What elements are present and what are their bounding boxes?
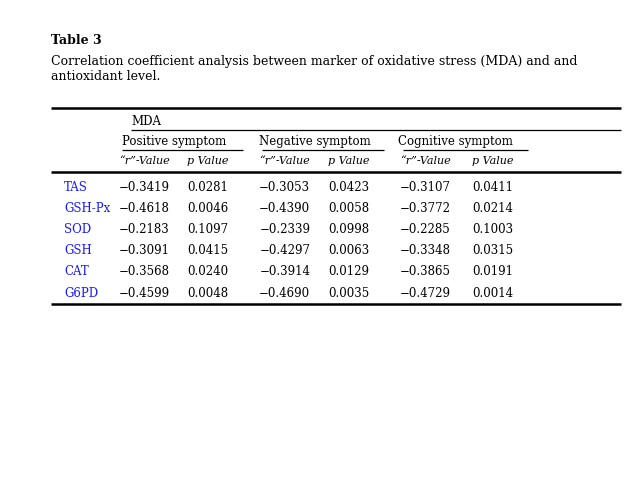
Text: CAT: CAT xyxy=(64,265,89,278)
Text: Negative symptom: Negative symptom xyxy=(259,135,371,148)
Text: −0.3772: −0.3772 xyxy=(400,202,451,215)
Text: −0.2183: −0.2183 xyxy=(118,223,170,236)
Text: “r”-Value: “r”-Value xyxy=(118,156,170,166)
Text: 0.0240: 0.0240 xyxy=(188,265,228,278)
Text: −0.3568: −0.3568 xyxy=(118,265,170,278)
Text: 0.0035: 0.0035 xyxy=(328,287,369,300)
Text: 0.1097: 0.1097 xyxy=(188,223,228,236)
Text: 0.0063: 0.0063 xyxy=(328,244,369,257)
Text: 0.0058: 0.0058 xyxy=(328,202,369,215)
Text: −0.2285: −0.2285 xyxy=(400,223,451,236)
Text: p Value: p Value xyxy=(328,156,369,166)
Text: −0.4297: −0.4297 xyxy=(259,244,310,257)
Text: MDA: MDA xyxy=(131,115,161,128)
Text: 0.1003: 0.1003 xyxy=(472,223,513,236)
Text: −0.4618: −0.4618 xyxy=(118,202,170,215)
Text: GSH-Px: GSH-Px xyxy=(64,202,110,215)
Text: Cognitive symptom: Cognitive symptom xyxy=(398,135,513,148)
Text: 0.0129: 0.0129 xyxy=(328,265,369,278)
Text: 0.0014: 0.0014 xyxy=(472,287,513,300)
Text: p Value: p Value xyxy=(188,156,228,166)
Text: “r”-Value: “r”-Value xyxy=(259,156,310,166)
Text: −0.3865: −0.3865 xyxy=(400,265,451,278)
Text: −0.4690: −0.4690 xyxy=(259,287,310,300)
Text: p Value: p Value xyxy=(472,156,513,166)
Text: G6PD: G6PD xyxy=(64,287,98,300)
Text: −0.4729: −0.4729 xyxy=(400,287,451,300)
Text: 0.0281: 0.0281 xyxy=(188,181,228,194)
Text: “r”-Value: “r”-Value xyxy=(400,156,451,166)
Text: TAS: TAS xyxy=(64,181,88,194)
Text: −0.2339: −0.2339 xyxy=(259,223,310,236)
Text: −0.3107: −0.3107 xyxy=(400,181,451,194)
Text: −0.3053: −0.3053 xyxy=(259,181,310,194)
Text: −0.3091: −0.3091 xyxy=(118,244,170,257)
Text: 0.0046: 0.0046 xyxy=(188,202,228,215)
Text: GSH: GSH xyxy=(64,244,92,257)
Text: −0.4390: −0.4390 xyxy=(259,202,310,215)
Text: 0.0411: 0.0411 xyxy=(472,181,513,194)
Text: 0.0048: 0.0048 xyxy=(188,287,228,300)
Text: −0.3914: −0.3914 xyxy=(259,265,310,278)
Text: 0.0415: 0.0415 xyxy=(188,244,228,257)
Text: SOD: SOD xyxy=(64,223,91,236)
Text: Positive symptom: Positive symptom xyxy=(122,135,226,148)
Text: Correlation coefficient analysis between marker of oxidative stress (MDA) and an: Correlation coefficient analysis between… xyxy=(51,55,578,83)
Text: 0.0423: 0.0423 xyxy=(328,181,369,194)
Text: −0.3348: −0.3348 xyxy=(400,244,451,257)
Text: −0.4599: −0.4599 xyxy=(118,287,170,300)
Text: 0.0315: 0.0315 xyxy=(472,244,513,257)
Text: Table 3: Table 3 xyxy=(51,34,102,47)
Text: 0.0998: 0.0998 xyxy=(328,223,369,236)
Text: 0.0191: 0.0191 xyxy=(472,265,513,278)
Text: −0.3419: −0.3419 xyxy=(118,181,170,194)
Text: 0.0214: 0.0214 xyxy=(472,202,513,215)
